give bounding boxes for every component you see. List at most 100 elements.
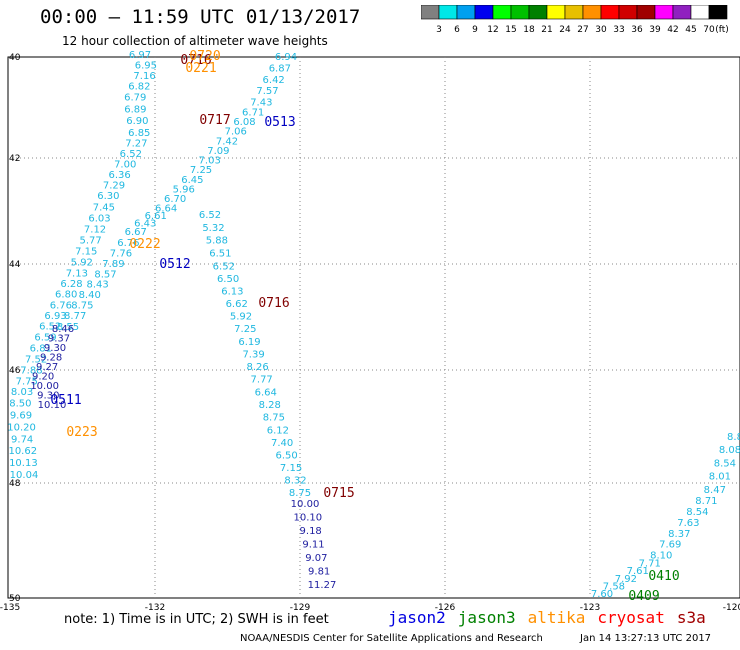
wave-height-value: 6.71 bbox=[242, 108, 264, 119]
wave-height-value: 9.30 bbox=[37, 390, 59, 401]
wave-height-value: 5.92 bbox=[230, 312, 252, 323]
legend-label: 70 bbox=[703, 25, 715, 35]
wave-height-value: 9.74 bbox=[11, 434, 33, 445]
wave-height-value: 7.43 bbox=[250, 98, 272, 109]
wave-height-value: 7.13 bbox=[66, 268, 88, 279]
wave-height-value: 7.71 bbox=[639, 559, 661, 570]
wave-height-value: 10.13 bbox=[9, 458, 38, 469]
satellite-legend: jason2 jason3 altika cryosat s3a bbox=[388, 608, 718, 627]
lat-label: 48 bbox=[9, 479, 21, 489]
wave-height-value: 8.75 bbox=[289, 488, 311, 499]
wave-height-value: 6.50 bbox=[217, 274, 239, 285]
wave-height-value: 7.92 bbox=[615, 574, 637, 585]
wave-height-value: 7.29 bbox=[103, 181, 125, 192]
wave-height-value: 7.57 bbox=[256, 86, 278, 97]
pass-time-label: 0715 bbox=[323, 486, 354, 501]
legend-label: 42 bbox=[667, 25, 678, 35]
wave-height-value: 5.77 bbox=[80, 235, 102, 246]
legend-label: (ft) bbox=[715, 25, 729, 35]
wave-height-value: 6.67 bbox=[125, 227, 147, 238]
wave-height-value: 6.89 bbox=[124, 104, 146, 115]
page-subtitle: 12 hour collection of altimeter wave hei… bbox=[62, 34, 328, 48]
wave-height-value: 9.27 bbox=[36, 362, 58, 373]
legend-label: 45 bbox=[685, 25, 696, 35]
legend-label: 21 bbox=[541, 25, 552, 35]
wave-height-value: 7.06 bbox=[225, 127, 247, 138]
wave-height-value: 8.08 bbox=[719, 445, 740, 456]
generated-timestamp: Jan 14 13:27:13 UTC 2017 bbox=[580, 633, 712, 644]
wave-height-value: 6.94 bbox=[275, 52, 297, 63]
wave-height-value: 7.77 bbox=[251, 375, 273, 386]
wave-height-value: 6.95 bbox=[135, 60, 157, 71]
satellite-altika: altika bbox=[527, 608, 586, 627]
wave-height-value: 6.52 bbox=[199, 210, 221, 221]
wave-height-value: 10.00 bbox=[291, 499, 320, 510]
wave-height-value: 10.10 bbox=[38, 400, 67, 411]
legend-label: 12 bbox=[487, 25, 498, 35]
wave-height-value: 6.85 bbox=[128, 128, 150, 139]
wave-height-value: 7.88 bbox=[20, 365, 42, 376]
wave-height-value: 8.03 bbox=[11, 387, 33, 398]
legend-label: 24 bbox=[559, 25, 571, 35]
legend-label: 6 bbox=[454, 25, 460, 35]
legend-label: 33 bbox=[613, 25, 624, 35]
wave-height-value: 8.37 bbox=[668, 529, 690, 540]
wave-height-value: 6.64 bbox=[255, 387, 277, 398]
wave-height-value: 6.28 bbox=[60, 279, 82, 290]
page-title: 00:00 – 11:59 UTC 01/13/2017 bbox=[40, 6, 361, 28]
wave-height-value: 7.45 bbox=[93, 202, 115, 213]
wave-height-value: 6.08 bbox=[233, 117, 255, 128]
wave-height-value: 10.04 bbox=[10, 470, 39, 481]
wave-height-value: 8.57 bbox=[94, 269, 116, 280]
lat-label: 40 bbox=[9, 53, 21, 63]
wave-height-value: 8.40 bbox=[79, 290, 101, 301]
wave-height-value: 7.40 bbox=[271, 438, 293, 449]
legend-label: 9 bbox=[472, 25, 478, 35]
wave-height-value: 6.61 bbox=[145, 211, 167, 222]
legend-label: 3 bbox=[436, 25, 442, 35]
credit-text: NOAA/NESDIS Center for Satellite Applica… bbox=[240, 633, 543, 644]
lon-label: -132 bbox=[145, 603, 165, 613]
legend-swatch bbox=[708, 5, 728, 20]
legend-label: 39 bbox=[649, 25, 661, 35]
wave-height-value: 6.82 bbox=[128, 82, 150, 93]
wave-height-value: 6.30 bbox=[97, 191, 119, 202]
wave-height-value: 6.52 bbox=[39, 322, 61, 333]
wave-height-value: 7.52 bbox=[25, 354, 47, 365]
wave-height-value: 6.93 bbox=[44, 311, 66, 322]
pass-time-label: 0513 bbox=[264, 115, 295, 130]
wave-height-value: 9.11 bbox=[302, 540, 324, 551]
wave-height-value: 6.97 bbox=[129, 50, 151, 61]
pass-time-label: 0410 bbox=[648, 569, 679, 584]
wave-height-value: 7.60 bbox=[591, 589, 613, 600]
wave-height-value: 7.12 bbox=[84, 224, 106, 235]
wave-height-value: 10.00 bbox=[30, 381, 59, 392]
wave-height-value: 8.54 bbox=[686, 507, 708, 518]
wave-height-value: 6.81 bbox=[30, 343, 52, 354]
wave-height-value: 10.62 bbox=[8, 446, 37, 457]
wave-height-value: 8.28 bbox=[259, 400, 281, 411]
pass-time-label: 0512 bbox=[159, 257, 190, 272]
wave-height-value: 6.76 bbox=[117, 238, 139, 249]
lon-label: -120 bbox=[723, 603, 740, 613]
wave-height-value: 8.71 bbox=[695, 496, 717, 507]
wave-height-value: 6.13 bbox=[221, 286, 243, 297]
footer-note: note: 1) Time is in UTC; 2) SWH is in fe… bbox=[64, 612, 329, 627]
wave-height-value: 8.8 bbox=[727, 432, 740, 443]
wave-height-value: 8.46 bbox=[52, 324, 74, 335]
pass-time-label: 0223 bbox=[66, 425, 97, 440]
wave-height-value: 6.50 bbox=[275, 450, 297, 461]
wave-height-value: 8.77 bbox=[64, 311, 86, 322]
wave-height-value: 7.69 bbox=[659, 540, 681, 551]
wave-height-value: 7.63 bbox=[677, 518, 699, 529]
pass-time-label: 0716 bbox=[258, 296, 289, 311]
wave-height-value: 6.36 bbox=[108, 170, 130, 181]
wave-height-value: 11.27 bbox=[308, 580, 337, 591]
legend-label: 36 bbox=[631, 25, 643, 35]
wave-height-value: 6.43 bbox=[134, 219, 156, 230]
wave-height-value: 6.80 bbox=[55, 290, 77, 301]
wave-height-value: 8.26 bbox=[246, 362, 268, 373]
wave-height-value: 8.75 bbox=[71, 300, 93, 311]
pass-time-label: 0717 bbox=[199, 113, 230, 128]
